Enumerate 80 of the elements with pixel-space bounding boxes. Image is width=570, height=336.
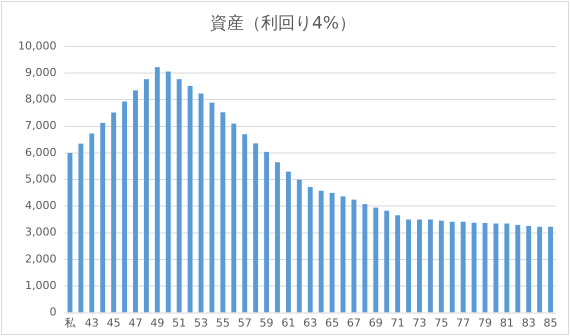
x-tick-label: 57 [238, 316, 252, 330]
x-tick-label: 67 [346, 316, 361, 330]
x-tick-label: 43 [84, 316, 99, 330]
y-tick-label: 3,000 [24, 226, 56, 239]
bar [417, 220, 422, 312]
bar [100, 122, 106, 312]
chart-title: 資産（利回り4%） [210, 14, 356, 34]
x-tick-label: 51 [172, 316, 186, 330]
x-tick-label: 53 [194, 316, 208, 330]
bar [351, 200, 356, 312]
bar [198, 94, 204, 312]
x-tick-label: 75 [434, 316, 448, 330]
bar [133, 90, 138, 312]
bar [472, 222, 477, 312]
x-tick-label: 77 [456, 316, 470, 330]
y-tick-label: 10,000 [18, 39, 56, 52]
x-tick-label: 73 [412, 316, 426, 330]
x-tick-label: 65 [325, 316, 340, 330]
x-tick-label: 81 [500, 316, 514, 330]
bar [144, 79, 149, 312]
bar [548, 226, 553, 312]
bar [264, 152, 270, 312]
bar [78, 144, 84, 312]
bar [395, 215, 400, 312]
y-tick-label: 7,000 [24, 119, 56, 132]
x-tick-label: 私 [64, 316, 76, 330]
bar [176, 79, 182, 312]
bar [384, 210, 390, 312]
bar [67, 152, 72, 312]
bar [89, 134, 94, 312]
bar [493, 224, 498, 312]
x-tick-label: 63 [303, 316, 318, 330]
bar [330, 192, 335, 312]
bar [154, 67, 160, 312]
bar [296, 180, 302, 312]
y-tick-label: 1,000 [24, 279, 56, 292]
bar [220, 112, 226, 312]
x-tick-label: 45 [106, 316, 121, 330]
bar [286, 172, 291, 312]
bar [242, 134, 248, 312]
x-tick-label: 55 [216, 316, 230, 330]
bar [275, 162, 280, 312]
bar [482, 223, 488, 312]
y-tick-label: 4,000 [24, 199, 56, 212]
bar [504, 224, 510, 312]
bar [231, 124, 236, 312]
x-tick-label: 79 [478, 316, 492, 330]
y-tick-label: 5,000 [24, 172, 56, 186]
bar [166, 71, 171, 312]
y-tick-label: 0 [49, 306, 56, 319]
bar [515, 224, 520, 312]
bar [406, 220, 412, 312]
bar [209, 102, 214, 312]
x-tick-label: 85 [544, 316, 558, 330]
bar [460, 222, 466, 312]
x-tick-label: 71 [390, 316, 405, 330]
bar [188, 86, 193, 312]
x-tick-label: 69 [368, 316, 383, 330]
y-tick-label: 8,000 [24, 92, 56, 106]
bar [428, 220, 433, 312]
x-tick-label: 59 [260, 316, 274, 330]
y-tick-label: 2,000 [24, 252, 56, 266]
x-tick-label: 61 [281, 316, 296, 330]
x-tick-label: 83 [522, 316, 536, 330]
bar [362, 204, 368, 312]
bar [450, 222, 455, 312]
bar [308, 187, 313, 312]
bar [111, 112, 116, 312]
bar [340, 196, 346, 312]
y-tick-label: 9,000 [24, 66, 56, 79]
bar [526, 226, 532, 312]
bar [537, 226, 542, 312]
bar [373, 208, 378, 312]
bar [318, 190, 324, 312]
bar [438, 220, 444, 312]
x-tick-label: 49 [150, 316, 164, 330]
bar [122, 102, 128, 312]
bar [253, 143, 258, 312]
y-tick-label: 6,000 [24, 146, 56, 159]
x-tick-label: 47 [128, 316, 142, 330]
